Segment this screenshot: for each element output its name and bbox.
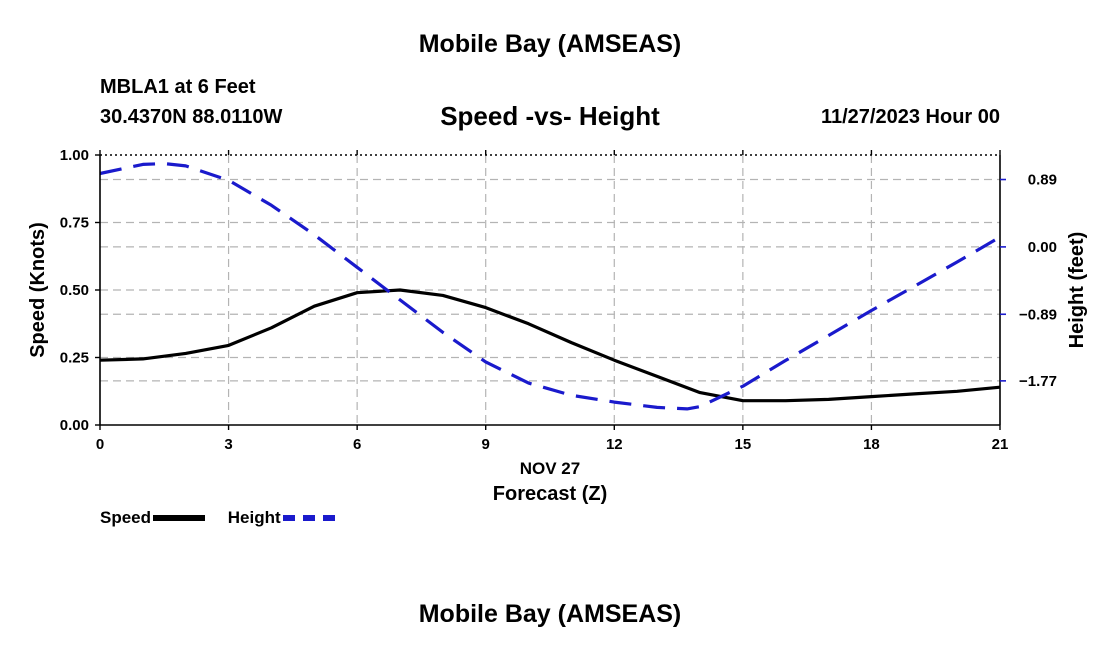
y-right-tick-label: 0.89 [1028, 172, 1057, 189]
forecast-datetime: 11/27/2023 Hour 00 [820, 106, 1000, 128]
station-coords: 30.4370N 88.0110W [100, 106, 283, 128]
x-tick-label: 9 [482, 436, 490, 453]
y-axis-right-label: Height (feet) [1066, 232, 1088, 349]
plot-frame [99, 154, 1001, 426]
x-tick-label: 0 [96, 436, 104, 453]
x-tick-label: 12 [606, 436, 623, 453]
chart-title: Mobile Bay (AMSEAS) [418, 30, 682, 58]
x-axis-label: Forecast (Z) [493, 483, 607, 505]
y-right-tick-label: 0.00 [1028, 239, 1057, 256]
series-line-height [99, 162, 1001, 411]
y-left-tick-label: 0.75 [60, 215, 89, 232]
x-tick-label: 3 [224, 436, 232, 453]
y-left-tick-label: 0.00 [60, 417, 89, 434]
x-tick-label: 6 [353, 436, 361, 453]
x-tick-label: 15 [735, 436, 752, 453]
y-left-tick-label: 1.00 [60, 147, 89, 164]
axis-ticks: 0 3 6 9 12 15 18 21 0.00 0.25 0.50 0.75 1.00 −1.77 −0.… [60, 147, 1057, 453]
legend-speed-swatch [153, 515, 206, 521]
y-right-tick-label: −0.89 [1019, 306, 1057, 323]
series [99, 162, 1001, 411]
y-right-tick-label: −1.77 [1019, 373, 1057, 390]
y-left-tick-label: 0.50 [60, 282, 89, 299]
series-line-speed [99, 288, 1001, 403]
legend-speed-label: Speed [100, 508, 152, 527]
legend-height-label: Height [227, 508, 281, 527]
legend-item-height: Height [228, 508, 335, 528]
grid [100, 155, 1000, 425]
y-left-tick-label: 0.25 [60, 350, 89, 367]
y-axis-left-label: Speed (Knots) [27, 222, 49, 358]
legend: Speed Height [100, 508, 353, 528]
legend-item-speed: Speed [100, 508, 206, 528]
x-axis-date-label: NOV 27 [520, 459, 580, 478]
footer-title: Mobile Bay (AMSEAS) [418, 600, 682, 628]
legend-height-swatch [282, 515, 335, 521]
station-label: MBLA1 at 6 Feet [100, 76, 256, 98]
x-tick-label: 18 [863, 436, 880, 453]
chart-subtitle: Speed -vs- Height [440, 101, 660, 131]
x-tick-label: 21 [992, 436, 1009, 453]
